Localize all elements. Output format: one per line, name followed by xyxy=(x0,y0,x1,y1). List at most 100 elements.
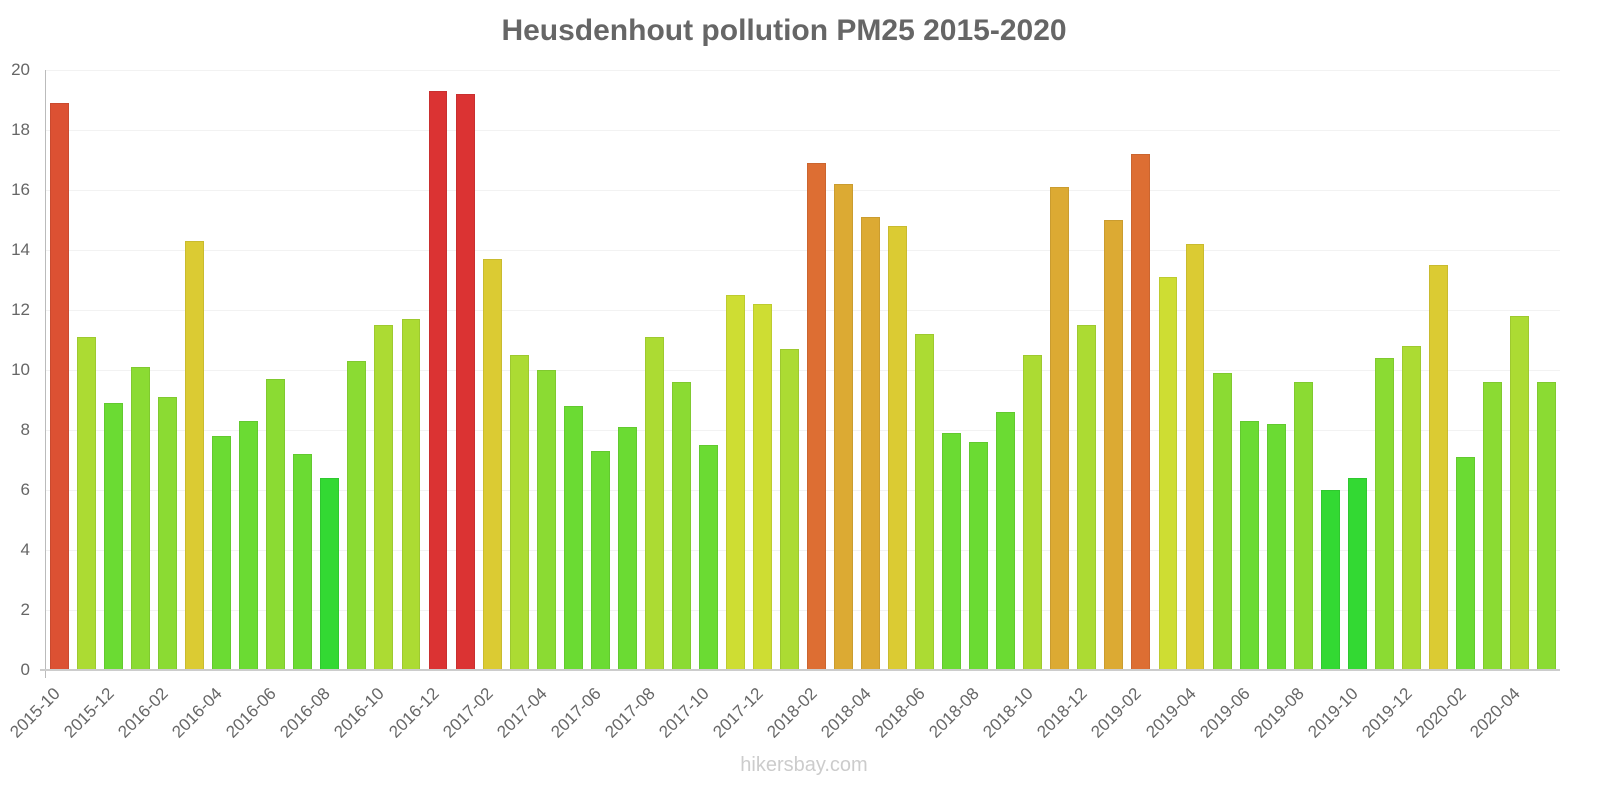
bar-2015-12[interactable] xyxy=(104,403,124,670)
bar-2016-07[interactable] xyxy=(293,454,313,670)
bar-2019-11[interactable] xyxy=(1374,358,1394,670)
bar-2016-06[interactable] xyxy=(266,379,286,670)
bar-2019-03[interactable] xyxy=(1158,277,1178,670)
y-tick-label: 20 xyxy=(11,60,30,79)
bar-2016-08[interactable] xyxy=(320,478,340,670)
bar-2018-04[interactable] xyxy=(861,217,881,670)
x-tick-label: 2019-12 xyxy=(1358,684,1416,742)
x-tick-label: 2019-04 xyxy=(1141,684,1200,742)
bar-2016-02[interactable] xyxy=(158,397,178,670)
bar-2019-05[interactable] xyxy=(1212,373,1232,670)
y-axis-line xyxy=(45,70,46,678)
x-tick-label: 2015-10 xyxy=(6,684,64,742)
bar-2016-11[interactable] xyxy=(401,319,421,670)
bar-2019-06[interactable] xyxy=(1239,421,1259,670)
x-tick-label: 2016-08 xyxy=(276,684,335,742)
y-tick-label: 10 xyxy=(11,360,30,379)
bar-2016-09[interactable] xyxy=(347,361,367,670)
bar-2018-09[interactable] xyxy=(996,412,1016,670)
bar-2017-06[interactable] xyxy=(590,451,610,670)
gridline xyxy=(46,130,1560,131)
bar-2019-01[interactable] xyxy=(1104,220,1124,670)
bar-2018-12[interactable] xyxy=(1077,325,1097,670)
y-tick-label: 8 xyxy=(20,420,30,439)
bar-2017-08[interactable] xyxy=(644,337,664,670)
bar-2019-12[interactable] xyxy=(1401,346,1421,670)
bar-2015-11[interactable] xyxy=(77,337,96,670)
bar-2019-04[interactable] xyxy=(1185,244,1205,670)
x-tick-label: 2017-10 xyxy=(655,684,713,742)
bar-2016-03[interactable] xyxy=(185,241,205,670)
x-tick-label: 2017-04 xyxy=(492,684,551,742)
y-tick-label: 4 xyxy=(20,540,30,559)
x-tick-label: 2015-12 xyxy=(60,684,118,742)
bar-2017-10[interactable] xyxy=(698,445,718,670)
bar-2017-02[interactable] xyxy=(482,259,502,670)
y-tick-label: 6 xyxy=(20,480,30,499)
bar-2020-05[interactable] xyxy=(1537,382,1556,670)
x-tick-label: 2016-10 xyxy=(330,684,389,742)
gridline xyxy=(46,370,1560,371)
bar-2016-12[interactable] xyxy=(428,91,448,670)
bar-2018-11[interactable] xyxy=(1050,187,1070,670)
y-tick-label: 16 xyxy=(11,180,30,199)
bar-2018-08[interactable] xyxy=(969,442,989,670)
bar-2017-07[interactable] xyxy=(617,427,637,670)
bar-2017-11[interactable] xyxy=(725,295,745,670)
bar-2018-02[interactable] xyxy=(807,163,826,670)
bar-2018-05[interactable] xyxy=(888,226,908,670)
bar-2015-10[interactable] xyxy=(50,103,69,670)
bar-2019-07[interactable] xyxy=(1266,424,1286,670)
x-tick-label: 2018-08 xyxy=(925,684,984,742)
bar-2019-02[interactable] xyxy=(1131,154,1151,670)
bar-2020-02[interactable] xyxy=(1455,457,1475,670)
bar-2018-10[interactable] xyxy=(1023,355,1043,670)
x-tick-label: 2018-10 xyxy=(979,684,1038,742)
x-tick-label: 2017-02 xyxy=(438,684,497,742)
x-axis-line xyxy=(40,669,1560,671)
bar-2018-03[interactable] xyxy=(834,184,853,670)
x-tick-label: 2019-08 xyxy=(1249,684,1308,742)
x-tick-label: 2019-06 xyxy=(1195,684,1254,742)
bar-2017-09[interactable] xyxy=(671,382,691,670)
x-tick-label: 2018-04 xyxy=(817,684,875,742)
x-tick-label: 2019-10 xyxy=(1303,684,1362,742)
watermark: hikersbay.com xyxy=(740,754,868,776)
gridline xyxy=(46,310,1560,311)
bar-2017-01[interactable] xyxy=(455,94,475,670)
x-tick-label: 2017-08 xyxy=(601,684,659,742)
bar-2016-05[interactable] xyxy=(239,421,259,670)
x-tick-label: 2018-02 xyxy=(763,684,821,742)
x-tick-label: 2016-12 xyxy=(384,684,443,742)
x-tick-label: 2020-04 xyxy=(1466,684,1524,742)
bar-2017-04[interactable] xyxy=(536,370,556,670)
bar-2017-12[interactable] xyxy=(752,304,772,670)
bar-2019-10[interactable] xyxy=(1347,478,1367,670)
gridline xyxy=(46,70,1560,71)
bar-2016-04[interactable] xyxy=(212,436,232,670)
bar-2018-01[interactable] xyxy=(780,349,799,670)
bar-2018-06[interactable] xyxy=(915,334,935,670)
bar-2020-01[interactable] xyxy=(1428,265,1448,670)
x-tick-label: 2016-04 xyxy=(168,684,227,742)
gridline xyxy=(46,550,1560,551)
bar-2019-08[interactable] xyxy=(1293,382,1313,670)
bar-2017-05[interactable] xyxy=(563,406,583,670)
bar-2020-03[interactable] xyxy=(1482,382,1502,670)
bar-2016-01[interactable] xyxy=(131,367,151,670)
x-tick-label: 2019-02 xyxy=(1087,684,1146,742)
plot-area xyxy=(46,70,1560,671)
y-tick-label: 18 xyxy=(11,120,30,139)
gridline xyxy=(46,610,1560,611)
x-tick-label: 2018-06 xyxy=(871,684,929,742)
x-tick-label: 2020-02 xyxy=(1412,684,1470,742)
bar-2019-09[interactable] xyxy=(1320,490,1340,670)
bar-2018-07[interactable] xyxy=(942,433,962,670)
bar-2017-03[interactable] xyxy=(509,355,529,670)
x-tick-label: 2016-02 xyxy=(114,684,172,742)
gridline xyxy=(46,430,1560,431)
bar-2020-04[interactable] xyxy=(1509,316,1529,670)
bar-2016-10[interactable] xyxy=(374,325,394,670)
x-tick-label: 2017-06 xyxy=(546,684,605,742)
y-tick-label: 0 xyxy=(20,660,30,679)
